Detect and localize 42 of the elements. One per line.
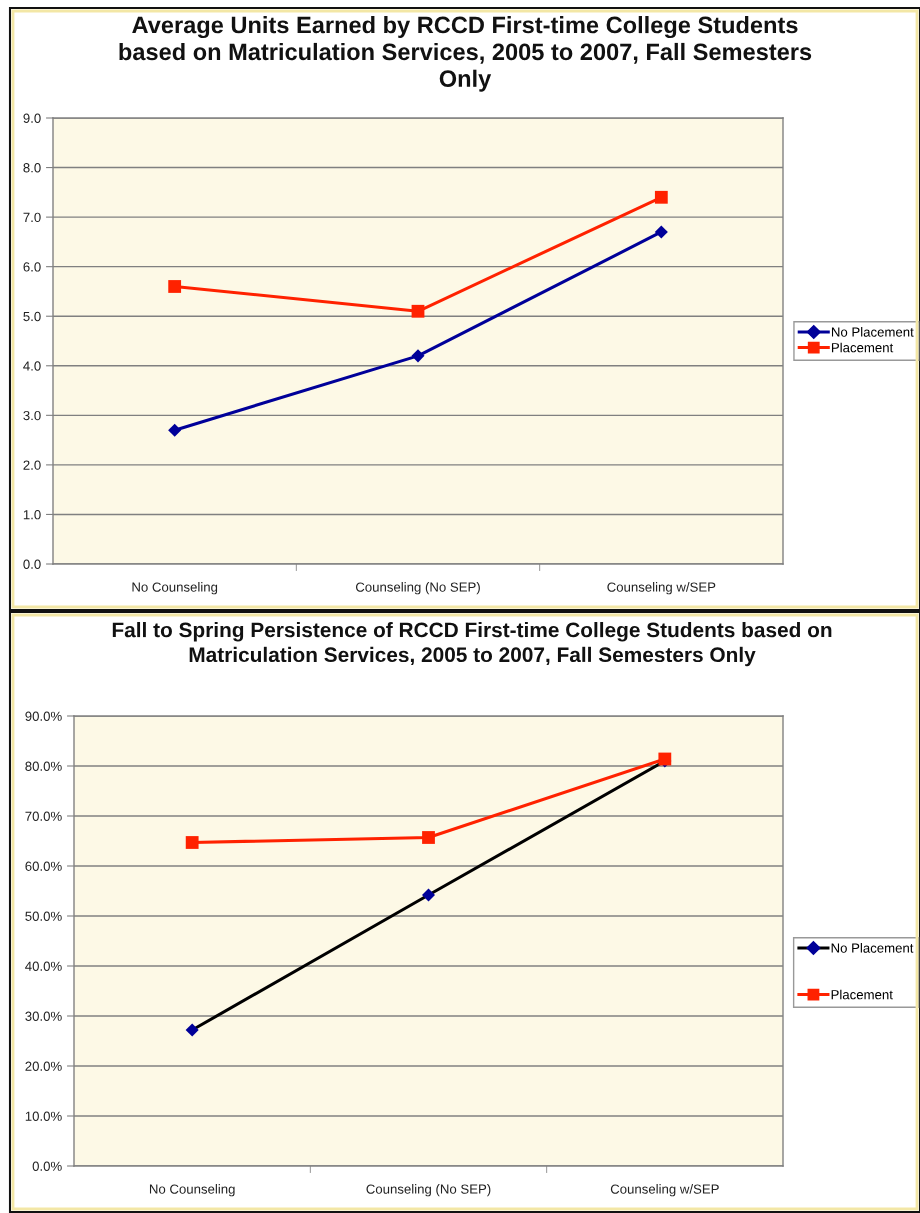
- y-tick-label: 20.0%: [25, 1061, 62, 1071]
- y-tick-label: 2.0: [23, 460, 41, 470]
- y-tick-label: 70.0%: [25, 811, 62, 821]
- point: [411, 349, 425, 363]
- x-tick-label: No Counseling: [132, 582, 218, 595]
- y-tick-label: 3.0: [23, 410, 41, 421]
- x-tick-label: Counseling (No SEP): [366, 1184, 491, 1197]
- point: [185, 1023, 199, 1037]
- y-tick-label: 30.0%: [25, 1011, 62, 1021]
- y-tick-label: 90.0%: [25, 711, 62, 721]
- y-tick-label: 50.0%: [25, 911, 62, 921]
- point: [654, 225, 668, 239]
- legend-label: Placement: [831, 989, 893, 1000]
- y-tick-label: 60.0%: [25, 861, 62, 871]
- y-tick-label: 6.0: [23, 262, 41, 272]
- x-tick-label: No Counseling: [149, 1184, 235, 1197]
- y-tick-label: 5.0: [23, 311, 41, 322]
- legend-label: Placement: [831, 342, 894, 353]
- y-tick-label: 4.0: [23, 361, 41, 371]
- point: [185, 836, 199, 849]
- y-tick-label: 1.0: [23, 510, 41, 520]
- y-tick-label: 8.0: [23, 163, 41, 173]
- y-tick-label: 9.0: [23, 113, 41, 123]
- point: [421, 888, 436, 902]
- chart-title: Average Units Earned by RCCD First-time College Students based on Matriculation Services, 2005 to 2007, Fall Semesters Only: [119, 16, 812, 92]
- point: [654, 190, 668, 204]
- y-tick-label: 0.0%: [32, 1161, 62, 1171]
- chart-title: Fall to Spring Persistence of RCCD First-time College Students based on Matriculation Services, 2005 to 2007, Fall Semesters Only: [112, 622, 832, 667]
- y-tick-label: 10.0%: [25, 1111, 62, 1121]
- x-tick-label: Counseling w/SEP: [610, 1184, 719, 1197]
- x-tick-label: Counseling w/SEP: [607, 582, 716, 595]
- y-tick-label: 80.0%: [25, 761, 62, 771]
- point: [168, 423, 182, 437]
- x-tick-label: Counseling (No SEP): [355, 582, 480, 595]
- legend-label: No Placement: [831, 943, 914, 953]
- point: [168, 280, 182, 293]
- point: [411, 304, 425, 318]
- y-tick-label: 0.0: [23, 559, 41, 569]
- y-tick-label: 7.0: [23, 212, 41, 223]
- y-tick-label: 40.0%: [25, 961, 62, 971]
- point: [422, 831, 435, 844]
- legend-label: No Placement: [831, 327, 914, 337]
